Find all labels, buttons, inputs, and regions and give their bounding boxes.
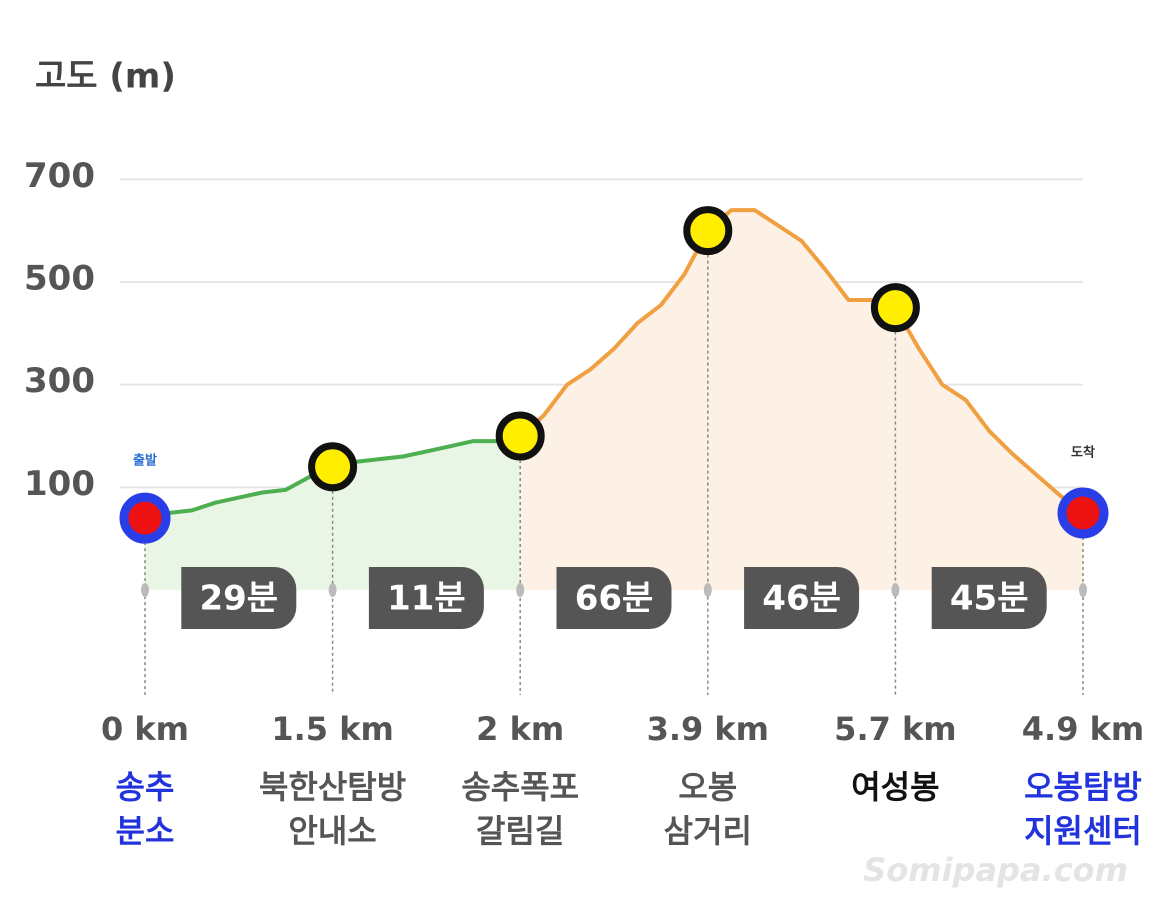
- profile-line: [893, 306, 1085, 515]
- duration-pill: [931, 567, 1047, 629]
- waypoint-name: 지원센터: [1024, 812, 1142, 850]
- waypoint-name: 갈림길: [476, 812, 564, 850]
- duration-label: 11분: [387, 579, 466, 619]
- profile-area: [145, 466, 333, 590]
- y-axis-title: 고도 (m): [35, 57, 176, 97]
- profile-area: [707, 210, 896, 590]
- profile-line: [332, 436, 521, 469]
- waypoint-marker: [870, 283, 920, 333]
- distance-label: 1.5 km: [271, 710, 393, 748]
- profile-line: [706, 208, 897, 310]
- y-tick-label: 100: [24, 464, 95, 504]
- waypoint-name: 삼거리: [664, 812, 752, 850]
- waypoint-name: 오봉탐방: [1024, 768, 1142, 806]
- y-tick-label: 500: [24, 259, 95, 299]
- baseline-dot: [328, 583, 337, 597]
- baseline-dot: [1079, 583, 1087, 597]
- waypoint-name: 안내소: [288, 812, 376, 850]
- waypoint-marker: [1057, 487, 1109, 539]
- duration-pill: [744, 567, 860, 629]
- duration-label: 66분: [575, 579, 654, 619]
- profile-area: [332, 438, 521, 590]
- duration-pill: [368, 567, 484, 629]
- profile-area: [895, 307, 1083, 590]
- end-label: 도착: [1071, 445, 1095, 461]
- waypoint-name: 분소: [116, 812, 175, 850]
- distance-label: 5.7 km: [834, 710, 956, 748]
- distance-label: 0 km: [101, 710, 189, 748]
- duration-label: 29분: [199, 579, 278, 619]
- distance-label: 3.9 km: [647, 710, 769, 748]
- baseline-dot: [703, 583, 712, 597]
- waypoint-name: 오봉: [678, 768, 737, 806]
- baseline-dot: [516, 583, 525, 597]
- distance-label: 2 km: [476, 710, 564, 748]
- start-label: 출발: [133, 453, 157, 469]
- waypoint-name: 송추: [116, 768, 175, 806]
- duration-pill: [556, 567, 672, 629]
- profile-line: [144, 464, 334, 521]
- profile-line: [518, 229, 710, 438]
- waypoint-name: 북한산탐방: [259, 768, 406, 806]
- waypoint-name: 송추폭포: [461, 768, 579, 806]
- baseline-dot: [141, 583, 149, 597]
- waypoint-name: 여성봉: [851, 768, 939, 806]
- waypoint-marker: [495, 411, 545, 461]
- distance-label: 4.9 km: [1022, 710, 1144, 748]
- y-tick-label: 300: [24, 361, 95, 401]
- waypoint-marker: [683, 206, 733, 256]
- y-tick-label: 700: [24, 156, 95, 196]
- profile-area: [520, 230, 708, 590]
- watermark: Somipapa.com: [863, 851, 1128, 889]
- duration-pill: [181, 567, 297, 629]
- baseline-dot: [891, 583, 900, 597]
- waypoint-marker: [308, 442, 358, 492]
- duration-label: 46분: [762, 579, 841, 619]
- waypoint-marker: [119, 492, 171, 544]
- duration-label: 45분: [950, 579, 1029, 619]
